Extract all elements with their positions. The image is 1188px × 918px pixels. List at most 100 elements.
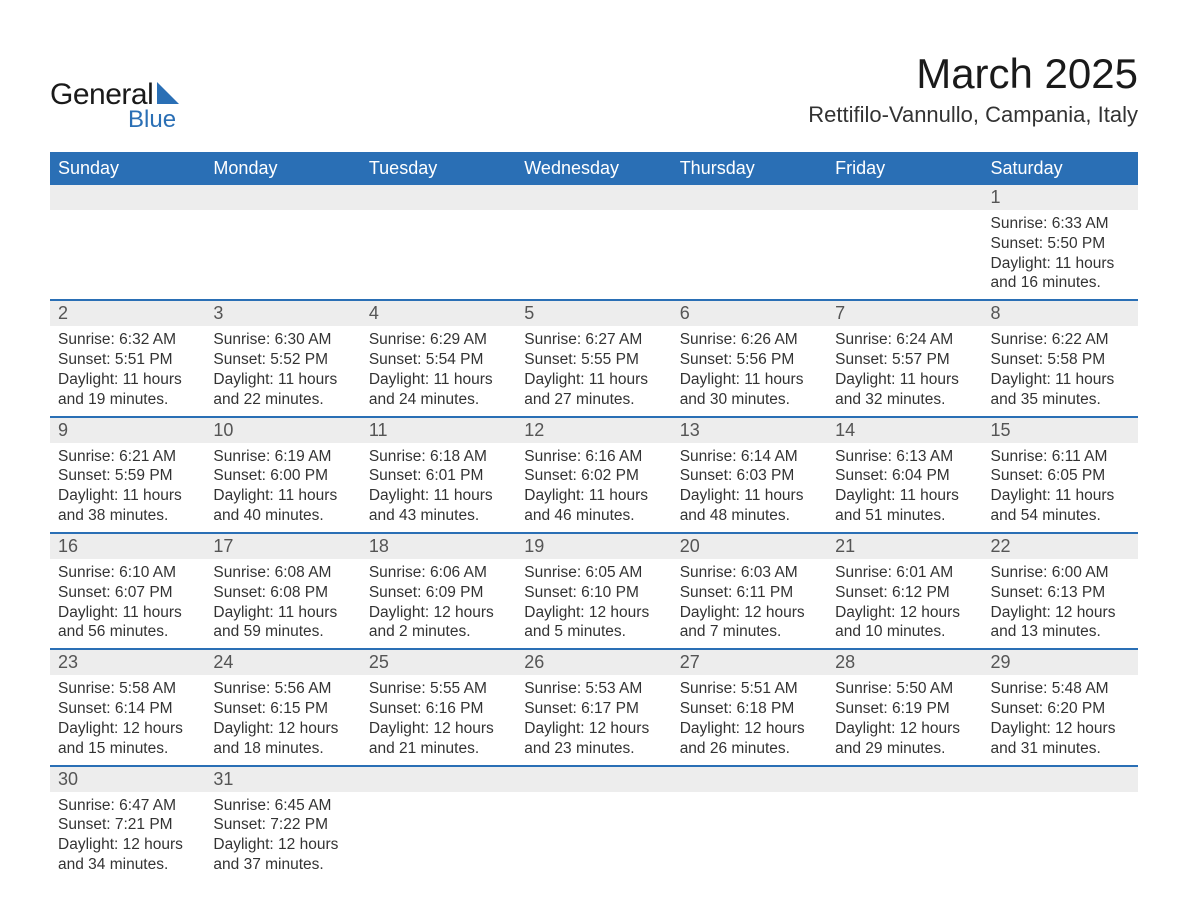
day-details [983,792,1138,876]
day-details [50,210,205,294]
location-subtitle: Rettifilo-Vannullo, Campania, Italy [808,102,1138,128]
calendar-week: 16Sunrise: 6:10 AMSunset: 6:07 PMDayligh… [50,533,1138,649]
weekday-header: Friday [827,152,982,185]
sunset-line: Sunset: 6:12 PM [835,583,974,603]
calendar-cell [205,185,360,300]
day-details: Sunrise: 6:18 AMSunset: 6:01 PMDaylight:… [361,443,516,532]
daylight-line: Daylight: 12 hours and 26 minutes. [680,719,819,759]
day-number: 3 [205,301,360,326]
calendar-body: 1Sunrise: 6:33 AMSunset: 5:50 PMDaylight… [50,185,1138,881]
title-block: March 2025 Rettifilo-Vannullo, Campania,… [808,50,1138,128]
day-number: 27 [672,650,827,675]
day-number: 26 [516,650,671,675]
daylight-line: Daylight: 12 hours and 23 minutes. [524,719,663,759]
sunrise-line: Sunrise: 6:06 AM [369,563,508,583]
calendar-cell: 3 Sunrise: 6:30 AMSunset: 5:52 PMDaylight… [205,300,360,416]
sunset-line: Sunset: 5:52 PM [213,350,352,370]
sunrise-line: Sunrise: 6:13 AM [835,447,974,467]
day-number: 11 [361,418,516,443]
sunset-line: Sunset: 5:51 PM [58,350,197,370]
calendar-cell: 14Sunrise: 6:13 AMSunset: 6:04 PMDayligh… [827,417,982,533]
day-number: 7 [827,301,982,326]
day-details: Sunrise: 6:14 AMSunset: 6:03 PMDaylight:… [672,443,827,532]
day-details [672,792,827,876]
day-number: 28 [827,650,982,675]
day-details: Sunrise: 6:05 AMSunset: 6:10 PMDaylight:… [516,559,671,648]
calendar-cell [516,185,671,300]
daylight-line: Daylight: 11 hours and 54 minutes. [991,486,1130,526]
sunrise-line: Sunrise: 5:51 AM [680,679,819,699]
day-details: Sunrise: 6:21 AMSunset: 5:59 PMDaylight:… [50,443,205,532]
logo-word-blue: Blue [128,106,176,134]
logo-sail-icon [157,82,179,104]
day-number: 20 [672,534,827,559]
sunrise-line: Sunrise: 6:11 AM [991,447,1130,467]
calendar-cell: 8Sunrise: 6:22 AMSunset: 5:58 PMDaylight… [983,300,1138,416]
calendar-cell: 4Sunrise: 6:29 AMSunset: 5:54 PMDaylight… [361,300,516,416]
day-details: Sunrise: 5:50 AMSunset: 6:19 PMDaylight:… [827,675,982,764]
calendar-week: 9Sunrise: 6:21 AMSunset: 5:59 PMDaylight… [50,417,1138,533]
daylight-line: Daylight: 11 hours and 56 minutes. [58,603,197,643]
daylight-line: Daylight: 12 hours and 34 minutes. [58,835,197,875]
daylight-line: Daylight: 11 hours and 16 minutes. [991,254,1130,294]
day-number [827,185,982,210]
calendar-cell [827,766,982,881]
sunset-line: Sunset: 6:10 PM [524,583,663,603]
calendar-cell: 20Sunrise: 6:03 AMSunset: 6:11 PMDayligh… [672,533,827,649]
sunrise-line: Sunrise: 6:14 AM [680,447,819,467]
calendar-cell: 31Sunrise: 6:45 AMSunset: 7:22 PMDayligh… [205,766,360,881]
calendar-cell [672,766,827,881]
sunset-line: Sunset: 6:15 PM [213,699,352,719]
day-details: Sunrise: 6:26 AMSunset: 5:56 PMDaylight:… [672,326,827,415]
header: General Blue March 2025 Rettifilo-Vannul… [50,50,1138,134]
daylight-line: Daylight: 11 hours and 51 minutes. [835,486,974,526]
day-number [827,767,982,792]
day-details: Sunrise: 6:19 AMSunset: 6:00 PMDaylight:… [205,443,360,532]
sunrise-line: Sunrise: 6:19 AM [213,447,352,467]
day-details: Sunrise: 6:33 AMSunset: 5:50 PMDaylight:… [983,210,1138,299]
daylight-line: Daylight: 11 hours and 38 minutes. [58,486,197,526]
day-number: 22 [983,534,1138,559]
sunrise-line: Sunrise: 6:30 AM [213,330,352,350]
sunrise-line: Sunrise: 6:26 AM [680,330,819,350]
sunset-line: Sunset: 6:01 PM [369,466,508,486]
calendar-cell: 24Sunrise: 5:56 AMSunset: 6:15 PMDayligh… [205,649,360,765]
calendar-cell: 2Sunrise: 6:32 AMSunset: 5:51 PMDaylight… [50,300,205,416]
day-number: 1 [983,185,1138,210]
day-number [205,185,360,210]
daylight-line: Daylight: 12 hours and 37 minutes. [213,835,352,875]
calendar-cell: 19Sunrise: 6:05 AMSunset: 6:10 PMDayligh… [516,533,671,649]
day-details: Sunrise: 6:24 AMSunset: 5:57 PMDaylight:… [827,326,982,415]
sunset-line: Sunset: 6:13 PM [991,583,1130,603]
calendar-cell: 29Sunrise: 5:48 AMSunset: 6:20 PMDayligh… [983,649,1138,765]
daylight-line: Daylight: 11 hours and 22 minutes. [213,370,352,410]
sunrise-line: Sunrise: 5:53 AM [524,679,663,699]
weekday-header: Thursday [672,152,827,185]
sunset-line: Sunset: 6:18 PM [680,699,819,719]
sunrise-line: Sunrise: 6:24 AM [835,330,974,350]
daylight-line: Daylight: 11 hours and 48 minutes. [680,486,819,526]
calendar-cell: 18Sunrise: 6:06 AMSunset: 6:09 PMDayligh… [361,533,516,649]
calendar-cell: 10Sunrise: 6:19 AMSunset: 6:00 PMDayligh… [205,417,360,533]
calendar-cell: 28Sunrise: 5:50 AMSunset: 6:19 PMDayligh… [827,649,982,765]
day-details [361,792,516,876]
day-details: Sunrise: 6:13 AMSunset: 6:04 PMDaylight:… [827,443,982,532]
sunset-line: Sunset: 5:50 PM [991,234,1130,254]
daylight-line: Daylight: 12 hours and 10 minutes. [835,603,974,643]
daylight-line: Daylight: 11 hours and 19 minutes. [58,370,197,410]
sunset-line: Sunset: 5:55 PM [524,350,663,370]
day-number: 17 [205,534,360,559]
sunrise-line: Sunrise: 6:01 AM [835,563,974,583]
day-details [672,210,827,294]
calendar-table: SundayMondayTuesdayWednesdayThursdayFrid… [50,152,1138,881]
weekday-header: Saturday [983,152,1138,185]
daylight-line: Daylight: 12 hours and 13 minutes. [991,603,1130,643]
day-details: Sunrise: 6:32 AMSunset: 5:51 PMDaylight:… [50,326,205,415]
sunrise-line: Sunrise: 6:45 AM [213,796,352,816]
sunset-line: Sunset: 6:17 PM [524,699,663,719]
day-number: 30 [50,767,205,792]
day-details: Sunrise: 6:01 AMSunset: 6:12 PMDaylight:… [827,559,982,648]
day-number: 4 [361,301,516,326]
sunrise-line: Sunrise: 6:16 AM [524,447,663,467]
day-details: Sunrise: 5:53 AMSunset: 6:17 PMDaylight:… [516,675,671,764]
